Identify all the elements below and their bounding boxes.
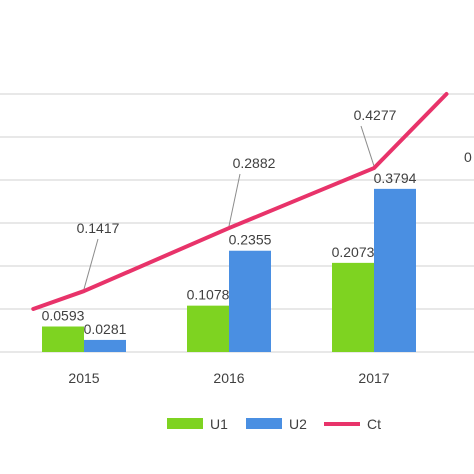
leader-line — [228, 173, 241, 227]
legend-swatch-u1 — [167, 418, 203, 429]
legend-label-ct: Ct — [367, 416, 381, 432]
bar-value-label: 0.2355 — [229, 232, 272, 248]
leader-line — [83, 238, 99, 290]
legend-swatch-u2 — [246, 418, 282, 429]
legend-label-u2: U2 — [289, 416, 307, 432]
line-value-label: 0.2882 — [233, 155, 276, 171]
line-series — [31, 92, 449, 311]
x-tick-label: 2016 — [213, 370, 244, 386]
bar-u1 — [187, 305, 229, 352]
x-tick-labels: 2015 2016 2017 — [68, 370, 389, 386]
leader-lines — [83, 125, 375, 290]
bar-value-label: 0.0593 — [42, 308, 85, 324]
bar-u2 — [374, 188, 416, 352]
line-value-label: 0.1417 — [77, 220, 120, 236]
bar-value-label: 0.1078 — [187, 287, 230, 303]
bar-u1 — [42, 326, 84, 352]
line-value-label: 0.4277 — [354, 107, 397, 123]
legend-label-u1: U1 — [210, 416, 228, 432]
data-labels: 0.0593 0.1078 0.2073 0.0281 0.2355 0.3794 0.14… — [42, 107, 472, 337]
bars — [42, 188, 416, 352]
bar-value-label: 0.2073 — [332, 244, 375, 260]
bar-u1 — [332, 262, 374, 352]
bar-value-label: 0.0281 — [84, 321, 127, 337]
legend: U1 U2 Ct — [167, 416, 381, 432]
leader-line — [360, 125, 375, 167]
bar-value-label: 0.3794 — [374, 170, 417, 186]
ct-line — [31, 92, 449, 311]
bar-u2 — [84, 339, 126, 352]
line-value-label: 0 — [464, 149, 472, 165]
x-tick-label: 2015 — [68, 370, 99, 386]
bar-u2 — [229, 250, 271, 352]
x-tick-label: 2017 — [358, 370, 389, 386]
